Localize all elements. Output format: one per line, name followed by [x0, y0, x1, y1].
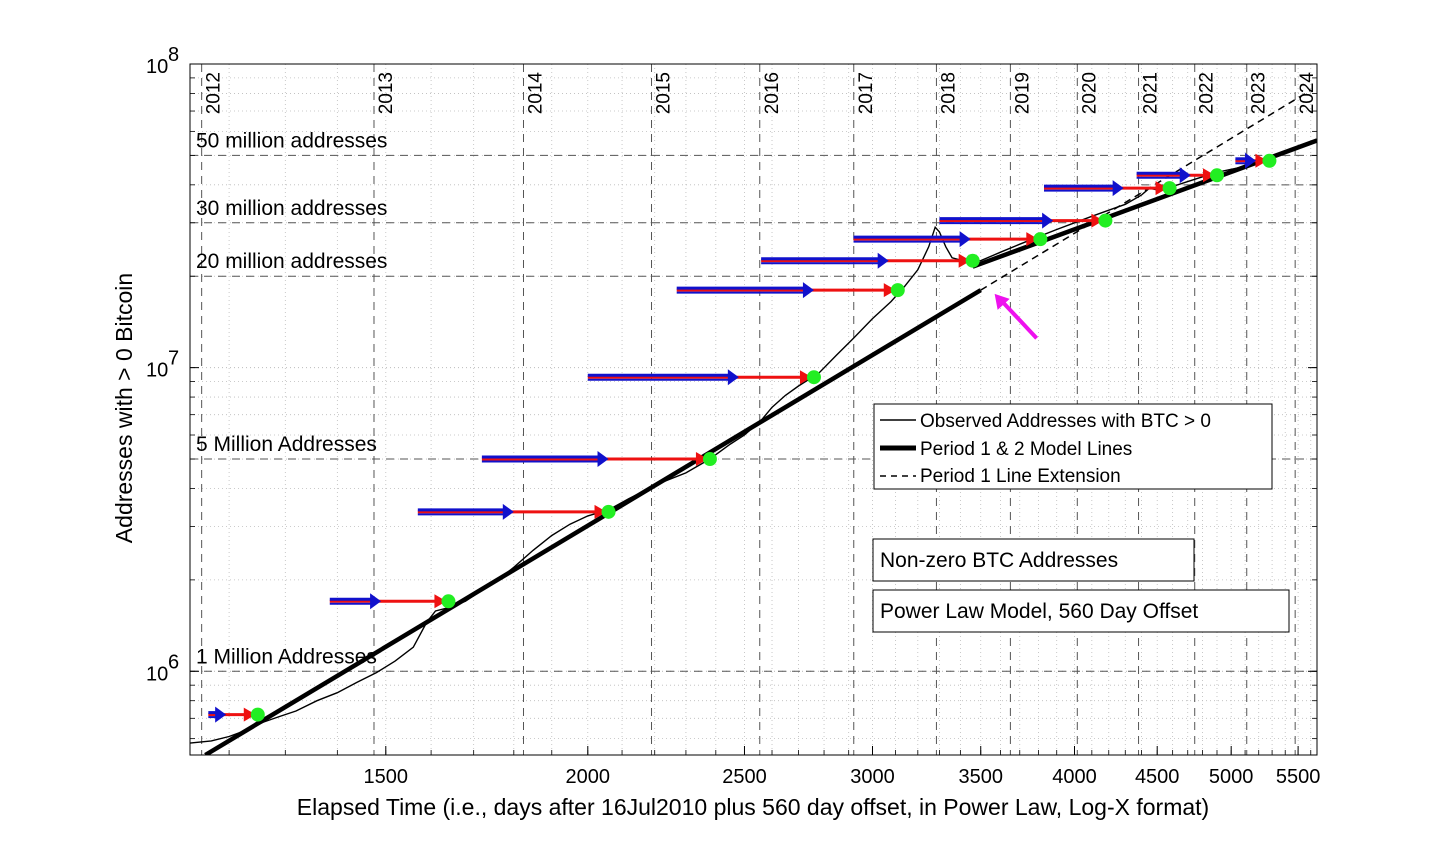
year-label: 2012: [204, 72, 225, 114]
year-label: 2020: [1079, 72, 1100, 114]
threshold-label: 30 million addresses: [196, 197, 387, 220]
blue-arrow-head: [727, 369, 739, 386]
blue-arrow-head: [1042, 212, 1054, 229]
threshold-label: 5 Million Addresses: [196, 433, 377, 456]
x-tick-label: 4000: [1052, 766, 1097, 788]
plot-frame: [189, 63, 1318, 756]
red-arrow-head: [1202, 168, 1215, 183]
year-label: 2023: [1249, 72, 1270, 114]
year-label: 2018: [938, 72, 959, 114]
x-tick-label: 5500: [1276, 766, 1321, 788]
milestone-point: [806, 370, 821, 385]
blue-arrow-head: [1112, 180, 1124, 197]
year-label: 2015: [654, 72, 675, 114]
x-tick-label: 5000: [1209, 766, 1254, 788]
year-label: 2013: [376, 72, 397, 114]
legend-box: [873, 403, 1273, 490]
blue-arrow-head: [802, 282, 814, 299]
y-tick-label: 10: [146, 360, 168, 382]
series-model-line: [204, 288, 982, 755]
blue-arrow-head: [502, 503, 514, 520]
blue-arrow-head: [215, 706, 227, 723]
milestone-point: [702, 452, 717, 467]
threshold-label: 50 million addresses: [196, 129, 387, 152]
year-lines: 2012 2013 2014 2015 2016 2017 2018 2019 2020 2021…: [201, 64, 1318, 755]
milestone-point: [441, 594, 456, 609]
x-tick-label: 1500: [364, 766, 409, 788]
year-label: 2017: [856, 72, 877, 114]
x-tick-label: 4500: [1135, 766, 1180, 788]
blue-arrow-head: [597, 451, 609, 468]
y-tick-exponent: 8: [168, 44, 179, 66]
legend-entry-observed: Observed Addresses with BTC > 0: [920, 411, 1211, 432]
red-arrow-head: [1026, 232, 1039, 247]
red-arrow-head: [1255, 153, 1268, 168]
year-label: 2019: [1012, 72, 1033, 114]
legend: Observed Addresses with BTC > 0 Period 1…: [873, 403, 1273, 490]
year-label: 2022: [1197, 72, 1218, 114]
threshold-label: 1 Million Addresses: [196, 645, 377, 668]
annotation-model-text: Power Law Model, 560 Day Offset: [880, 600, 1198, 623]
year-label: 2014: [525, 72, 546, 115]
red-arrow-head: [883, 283, 896, 298]
x-tick-label: 3000: [850, 766, 895, 788]
blue-arrow-head: [1245, 152, 1257, 169]
y-tick-exponent: 6: [168, 651, 179, 673]
red-arrow-head: [594, 504, 607, 519]
x-tick-label: 3500: [958, 766, 1003, 788]
milestone-point: [1033, 232, 1048, 247]
red-arrow-head: [434, 594, 447, 609]
milestone-point: [1209, 168, 1224, 183]
milestone-point: [1098, 213, 1113, 228]
legend-entry-model: Period 1 & 2 Model Lines: [920, 439, 1132, 460]
red-arrow-head: [1091, 213, 1104, 228]
milestone-point: [890, 283, 905, 298]
red-arrow-head: [695, 452, 708, 467]
annotation-title: Non-zero BTC Addresses: [872, 538, 1195, 582]
annotation-title-text: Non-zero BTC Addresses: [880, 549, 1118, 572]
x-axis-label: Elapsed Time (i.e., days after 16Jul2010…: [297, 794, 1209, 820]
blue-arrow-head: [370, 593, 382, 610]
annotation-title-box: [872, 538, 1195, 582]
threshold-label: 20 million addresses: [196, 250, 387, 273]
annotation-model-box: [872, 589, 1290, 633]
year-label: 2021: [1141, 72, 1162, 114]
milestone-point: [965, 253, 980, 268]
milestone-point: [1162, 181, 1177, 196]
milestone-point: [250, 707, 265, 722]
y-tick-label: 10: [146, 663, 168, 685]
blue-arrow-head: [1179, 167, 1191, 184]
milestone-point: [601, 504, 616, 519]
y-axis-label: Addresses with > 0 Bitcoin: [111, 273, 137, 543]
year-label: 2024: [1297, 72, 1318, 115]
x-tick-label: 2000: [566, 766, 611, 788]
annotation-model: Power Law Model, 560 Day Offset: [872, 589, 1290, 633]
red-arrow-head: [243, 707, 256, 722]
red-arrow-head: [958, 253, 971, 268]
milestones: [208, 152, 1277, 723]
milestone-point: [1262, 153, 1277, 168]
year-label: 2016: [762, 72, 783, 114]
ticks: 1500 2000 2500 3000 3500 4000 4500 5000 55001061…: [146, 44, 1320, 788]
blue-arrow-head: [877, 252, 889, 269]
highlight-arrow-head: [994, 293, 1010, 310]
x-tick-label: 2500: [722, 766, 767, 788]
series-extension-line: [980, 89, 1312, 291]
blue-arrow-head: [959, 231, 971, 248]
red-arrow-head: [799, 370, 812, 385]
legend-entry-extension: Period 1 Line Extension: [920, 466, 1121, 487]
y-tick-label: 10: [146, 56, 168, 78]
y-tick-exponent: 7: [168, 348, 179, 370]
highlight-arrow-shaft: [999, 298, 1039, 340]
red-arrow-head: [1155, 181, 1168, 196]
